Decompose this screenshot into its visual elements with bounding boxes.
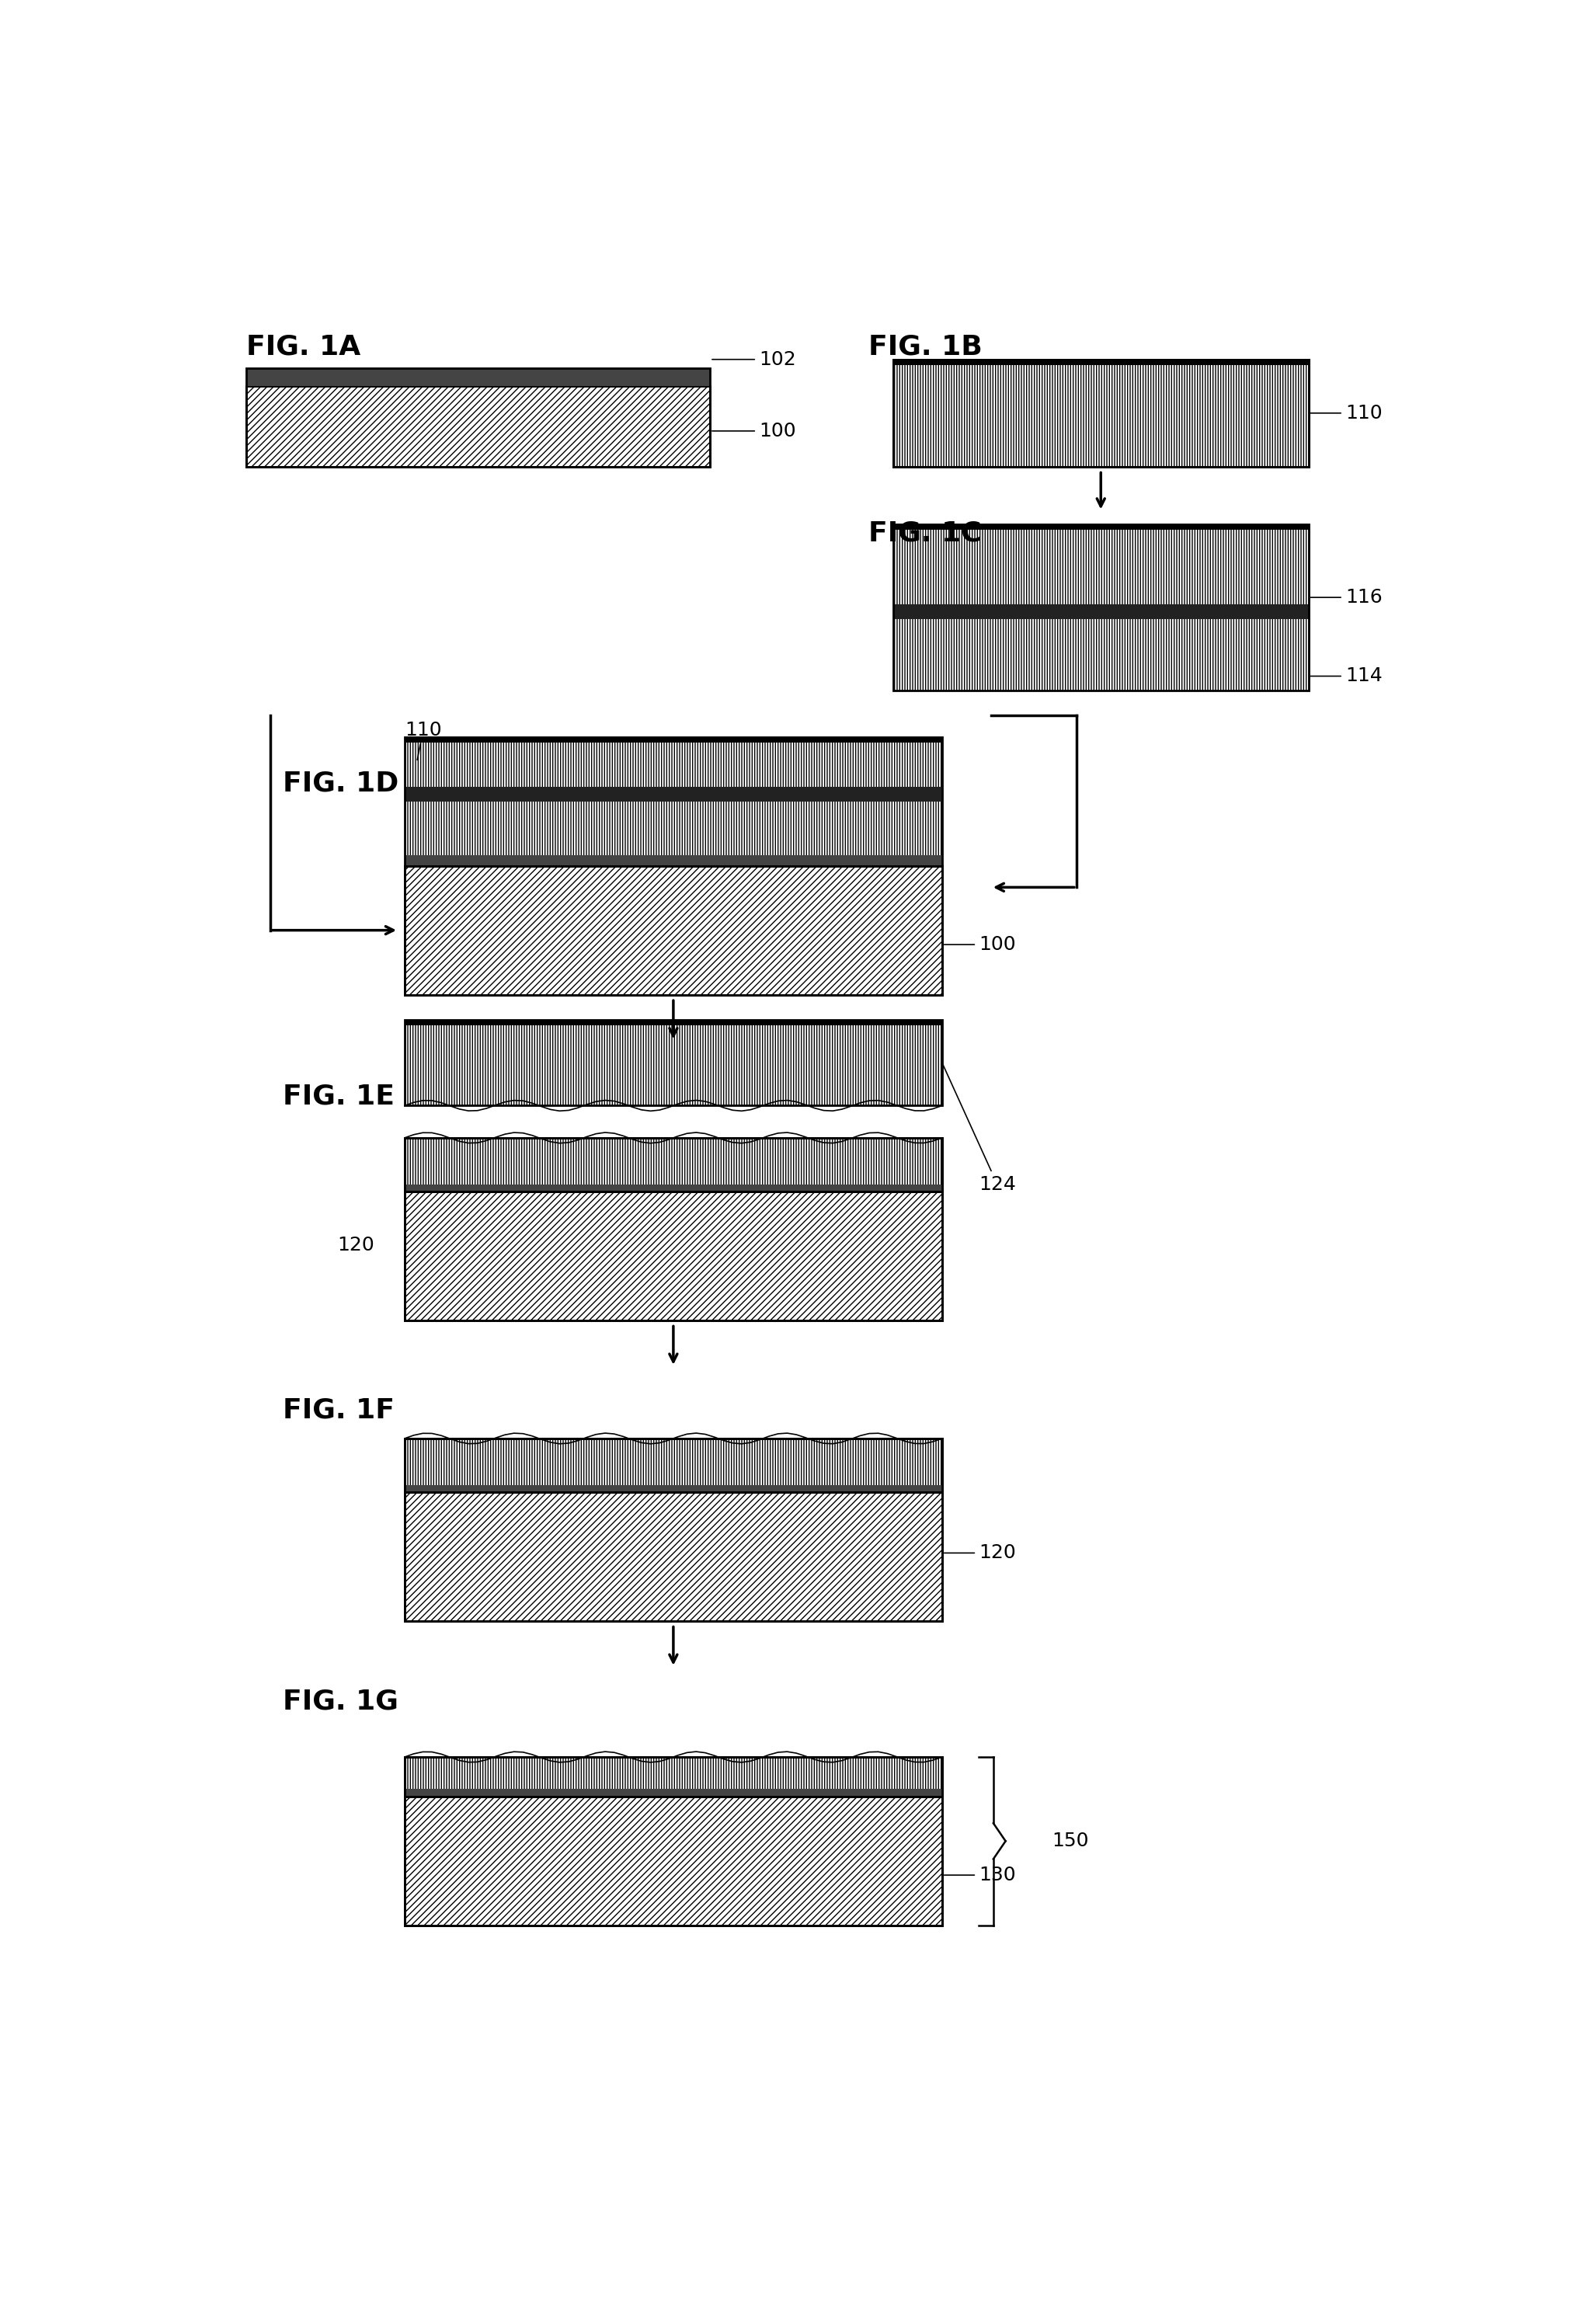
Text: FIG. 1B: FIG. 1B: [868, 335, 983, 360]
Text: 120: 120: [337, 1236, 374, 1255]
Bar: [246, 370, 711, 386]
Text: FIG. 1G: FIG. 1G: [282, 1687, 399, 1715]
Text: 100: 100: [712, 421, 796, 439]
Text: 102: 102: [712, 351, 796, 370]
Bar: [405, 1185, 942, 1192]
Bar: [405, 737, 942, 867]
Bar: [246, 386, 711, 467]
Text: 120: 120: [944, 1543, 1017, 1562]
Bar: [246, 370, 711, 467]
Bar: [405, 867, 942, 995]
Bar: [894, 618, 1308, 690]
Bar: [405, 1796, 942, 1924]
Bar: [405, 1139, 942, 1192]
Bar: [405, 1796, 942, 1924]
Bar: [405, 802, 942, 855]
Text: 150: 150: [1053, 1831, 1089, 1850]
Bar: [405, 737, 942, 788]
Text: 100: 100: [944, 934, 1015, 953]
Bar: [405, 1757, 942, 1796]
Text: FIG. 1F: FIG. 1F: [282, 1397, 394, 1422]
Text: FIG. 1E: FIG. 1E: [282, 1083, 394, 1111]
Text: 114: 114: [1311, 667, 1382, 686]
Bar: [405, 737, 942, 741]
Bar: [894, 360, 1308, 467]
Bar: [405, 1492, 942, 1622]
Bar: [894, 523, 1308, 690]
Bar: [894, 360, 1308, 467]
Text: 110: 110: [405, 720, 441, 760]
Bar: [405, 867, 942, 995]
Bar: [405, 788, 942, 802]
Bar: [405, 1485, 942, 1492]
Bar: [405, 1020, 942, 1106]
Bar: [894, 604, 1308, 618]
Bar: [405, 1020, 942, 1106]
Text: FIG. 1C: FIG. 1C: [868, 521, 982, 546]
Bar: [405, 1439, 942, 1492]
Bar: [405, 1020, 942, 1025]
Bar: [894, 360, 1308, 365]
Bar: [405, 1439, 942, 1492]
Text: 130: 130: [944, 1866, 1015, 1885]
Text: 116: 116: [1311, 588, 1382, 607]
Bar: [894, 523, 1308, 530]
Bar: [405, 1192, 942, 1320]
Bar: [405, 1139, 942, 1192]
Text: 110: 110: [1311, 404, 1382, 423]
Text: 124: 124: [942, 1064, 1017, 1195]
Bar: [405, 1192, 942, 1320]
Text: FIG. 1D: FIG. 1D: [282, 769, 399, 797]
Bar: [894, 523, 1308, 604]
Bar: [405, 1757, 942, 1796]
Text: FIG. 1A: FIG. 1A: [246, 335, 361, 360]
Bar: [405, 1492, 942, 1622]
Bar: [405, 855, 942, 867]
Bar: [405, 1789, 942, 1796]
